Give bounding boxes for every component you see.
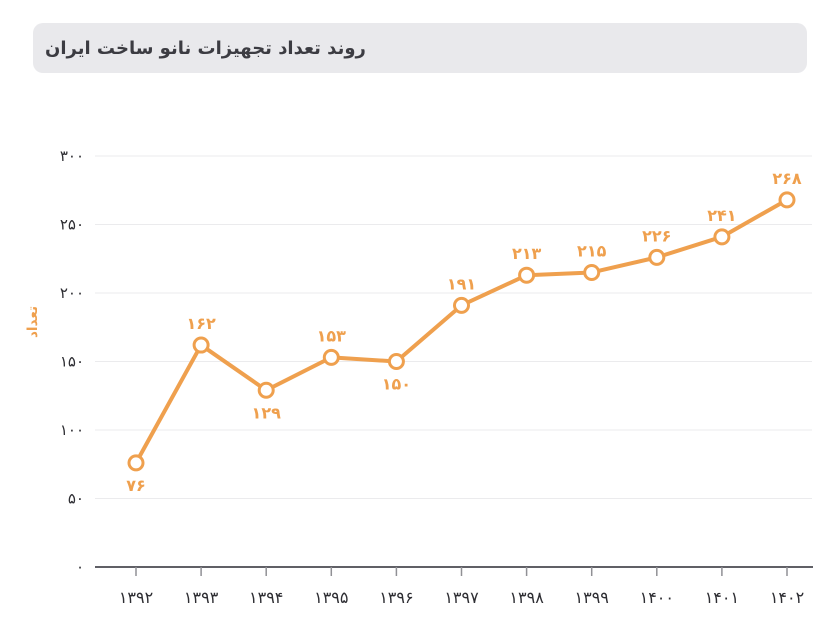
data-point-label: ۲۲۶ <box>642 226 671 245</box>
data-point-marker-1397[interactable] <box>453 296 470 314</box>
data-point-label: ۲۱۵ <box>577 241 607 260</box>
data-point-marker-1393[interactable] <box>192 336 210 354</box>
data-point-marker-1402[interactable] <box>778 191 796 209</box>
y-tick-label: ۱۵۰ <box>60 353 84 371</box>
x-tick-label: ۱۳۹۵ <box>314 588 348 607</box>
data-point-marker-1399[interactable] <box>583 263 601 281</box>
y-tick-label: ۱۰۰ <box>60 421 84 439</box>
gridlines <box>95 155 812 499</box>
data-point-marker-1401[interactable] <box>713 228 731 246</box>
data-point-label: ۲۱۳ <box>512 244 542 263</box>
x-tick-label: ۱۴۰۱ <box>705 588 739 607</box>
data-labels: ۷۶ ۱۶۲ ۱۲۹ ۱۵۳ ۱۵۰ ۱۹۱ ۲۱۳ ۲۱۵ ۲۲۶ ۲۴۱ ۲۶۸ <box>126 169 802 495</box>
axes: ۰ ۵۰ ۱۰۰ ۱۵۰ ۲۰۰ ۲۵۰ ۳۰۰ ۱۳۹۲ ۱۳۹۳ ۱۳۹۴ ۱۳۹۵ ۱۳۹۶ ۱۳… <box>60 147 813 607</box>
y-tick-label: ۳۰۰ <box>60 147 84 165</box>
data-point-marker-1395[interactable] <box>322 348 340 366</box>
y-axis-title: تعداد <box>25 306 41 338</box>
chart-title-banner: روند تعداد تجهیزات نانو ساخت ایران <box>33 23 807 73</box>
data-point-marker-1392[interactable] <box>127 454 145 472</box>
data-point-marker-1400[interactable] <box>648 248 666 266</box>
data-point-label: ۱۹۱ <box>447 274 476 293</box>
data-point-label: ۲۴۱ <box>707 206 736 225</box>
data-point-label: ۱۵۰ <box>382 375 411 394</box>
data-point-marker-1394[interactable] <box>257 381 275 399</box>
y-tick-label: ۲۰۰ <box>60 284 84 302</box>
x-tick-label: ۱۳۹۷ <box>444 588 479 607</box>
data-point-label: ۲۶۸ <box>772 169 802 188</box>
x-tick-label: ۱۳۹۴ <box>249 588 283 607</box>
x-tick-label: ۱۴۰۲ <box>770 588 804 607</box>
trend-line <box>134 197 789 465</box>
x-tick-label: ۱۳۹۳ <box>184 588 219 607</box>
y-tick-label: ۵۰ <box>68 490 84 508</box>
chart-title: روند تعداد تجهیزات نانو ساخت ایران <box>45 37 366 59</box>
x-tick-label: ۱۳۹۹ <box>575 588 609 607</box>
data-point-marker-1398[interactable] <box>518 266 536 284</box>
data-point-label: ۱۵۳ <box>317 326 347 345</box>
y-tick-label: ۲۵۰ <box>60 216 84 234</box>
data-point-label: ۱۶۲ <box>186 314 216 333</box>
line-series <box>127 191 796 472</box>
data-point-label: ۷۶ <box>126 476 146 495</box>
y-tick-label: ۰ <box>76 558 84 576</box>
data-point-marker-1396[interactable] <box>387 353 405 370</box>
x-tick-label: ۱۳۹۸ <box>509 588 544 607</box>
x-tick-label: ۱۴۰۰ <box>640 588 674 607</box>
x-tick-label: ۱۳۹۶ <box>379 588 413 607</box>
data-point-label: ۱۲۹ <box>252 403 282 422</box>
x-tick-label: ۱۳۹۲ <box>119 588 153 607</box>
